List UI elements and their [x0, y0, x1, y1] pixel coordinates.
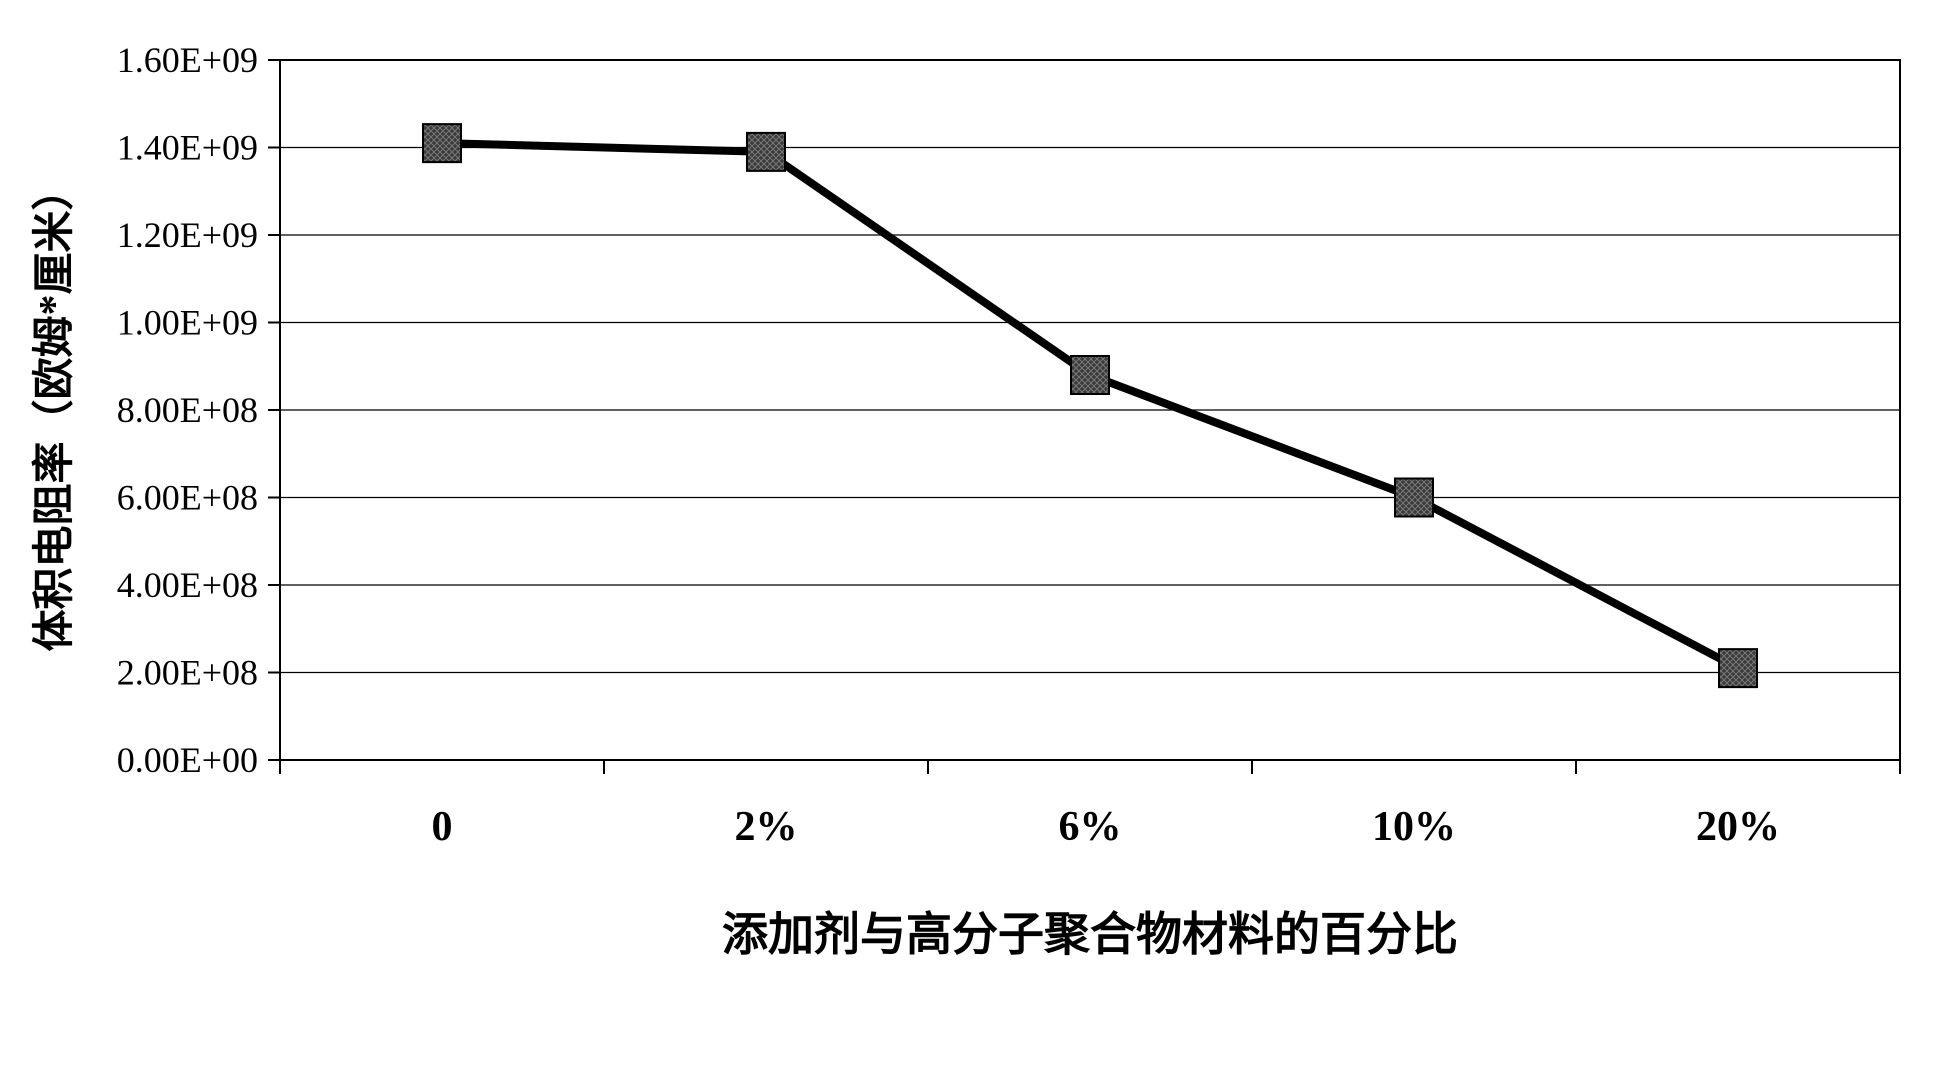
x-tick-label: 20% — [1696, 804, 1780, 850]
data-marker — [1719, 649, 1757, 687]
y-tick-label: 8.00E+08 — [117, 390, 258, 430]
y-axis-title: 体积电阻率（欧姆*厘米） — [31, 168, 78, 651]
x-tick-label: 2% — [735, 804, 798, 850]
y-tick-label: 0.00E+00 — [117, 740, 258, 780]
data-marker — [423, 124, 461, 162]
y-tick-label: 2.00E+08 — [117, 653, 258, 693]
data-marker — [1071, 356, 1109, 394]
y-tick-label: 6.00E+08 — [117, 478, 258, 518]
resistivity-line-chart: 0.00E+00 2.00E+08 4.00E+08 6.00E+08 8.00E+08… — [20, 20, 1952, 1054]
y-tick-label: 1.60E+09 — [117, 40, 258, 80]
chart-container: 0.00E+00 2.00E+08 4.00E+08 6.00E+08 8.00E+08… — [20, 20, 1952, 1054]
data-marker — [1395, 479, 1433, 517]
x-tick-label: 6% — [1059, 804, 1122, 850]
y-tick-label: 1.20E+09 — [117, 215, 258, 255]
x-axis-title: 添加剂与高分子聚合物材料的百分比 — [722, 909, 1458, 960]
data-marker — [747, 133, 785, 171]
x-tick-label: 10% — [1372, 804, 1456, 850]
y-tick-label: 1.00E+09 — [117, 303, 258, 343]
y-tick-label: 4.00E+08 — [117, 565, 258, 605]
x-tick-label: 0 — [432, 804, 453, 850]
y-tick-label: 1.40E+09 — [117, 128, 258, 168]
